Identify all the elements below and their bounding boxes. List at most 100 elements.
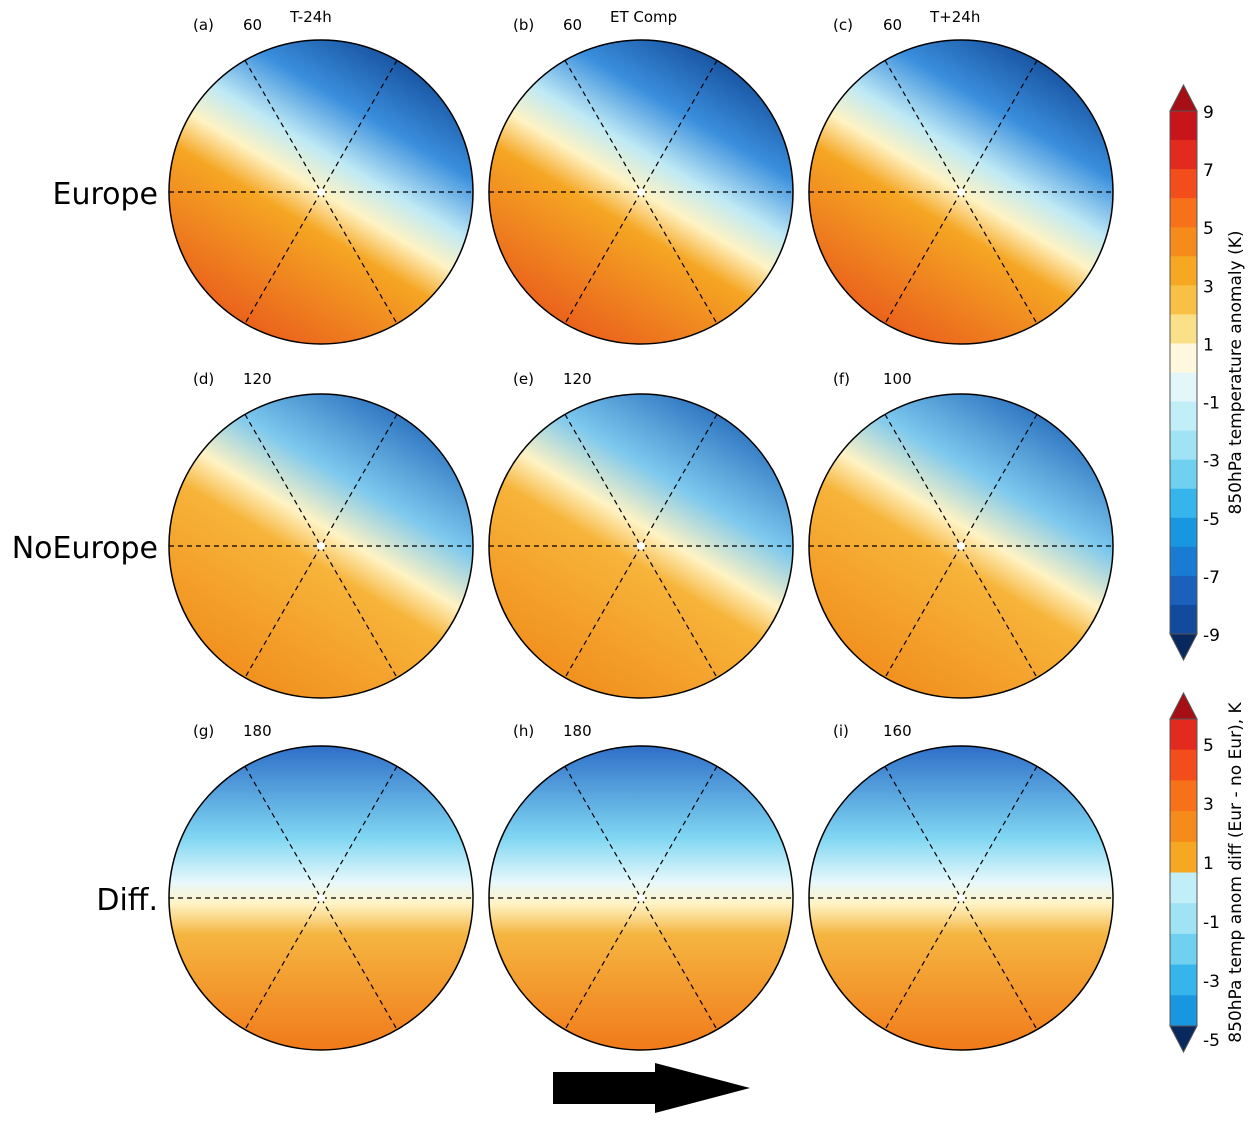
dashed-line (884, 414, 1038, 678)
map-panel (168, 745, 474, 1051)
panel-count: 180 (243, 722, 272, 740)
dashed-line (564, 414, 718, 678)
panel-count: 160 (883, 722, 912, 740)
colorbar-band (1170, 841, 1197, 873)
panel-count: 60 (563, 16, 582, 34)
colorbar-tick-label: 9 (1203, 103, 1214, 123)
row-label: Europe (53, 177, 159, 212)
colorbar-tick-label: 3 (1203, 795, 1214, 815)
map-panel (808, 745, 1114, 1051)
dashed-line (244, 414, 398, 678)
panel-label: (i) (833, 722, 849, 740)
panel-label: (b) (513, 16, 534, 34)
colorbar-arrow (1169, 691, 1198, 720)
map-panel (168, 393, 474, 699)
dashed-line (884, 60, 1038, 324)
colorbar-band (1170, 604, 1197, 635)
colorbar-tick-label: 5 (1203, 736, 1214, 756)
center-dot (317, 542, 325, 550)
colorbar-tick-label: -7 (1203, 568, 1220, 588)
colorbar-band (1170, 872, 1197, 904)
row-label: Diff. (96, 883, 158, 918)
panel-count: 180 (563, 722, 592, 740)
center-dot (317, 188, 325, 196)
colorbar-band (1170, 343, 1197, 373)
colorbar-arrow (1169, 83, 1198, 112)
panel-label: (h) (513, 722, 534, 740)
map-panel (808, 393, 1114, 699)
map-panel (488, 393, 794, 699)
colorbar-band (1170, 719, 1197, 751)
center-dot (637, 894, 645, 902)
colorbar-band (1170, 488, 1197, 519)
colorbar-tick-label: 5 (1203, 219, 1214, 239)
colorbar-band (1170, 198, 1197, 228)
center-dot (957, 188, 965, 196)
panel-count: 60 (243, 16, 262, 34)
center-dot (957, 542, 965, 550)
dashed-line (884, 766, 1038, 1030)
dashed-line (564, 766, 718, 1030)
colorbar-band (1170, 256, 1197, 286)
dashed-line (884, 60, 1038, 324)
center-dot (637, 188, 645, 196)
colorbar-title: 850hPa temp anom diff (Eur - no Eur), K (1226, 701, 1246, 1042)
dashed-line (564, 60, 718, 324)
colorbar-tick-label: 3 (1203, 277, 1214, 297)
colorbar-tick-label: 1 (1203, 335, 1214, 355)
colorbar-band (1170, 933, 1197, 966)
panel-count: 120 (243, 370, 272, 388)
dashed-line (244, 60, 398, 324)
dashed-line (564, 766, 718, 1030)
panel-label: (e) (513, 370, 534, 388)
colorbar-band (1170, 575, 1197, 606)
dashed-line (884, 414, 1038, 678)
colorbar-tick-label: -9 (1203, 626, 1220, 646)
colorbar-frame (1169, 110, 1198, 635)
panel-label: (f) (833, 370, 850, 388)
colorbar-band (1170, 995, 1197, 1027)
colorbar-band (1170, 314, 1197, 344)
panel-label: (d) (193, 370, 214, 388)
row-label: NoEurope (12, 531, 158, 566)
colorbar-band (1170, 401, 1197, 432)
colorbar-band (1170, 903, 1197, 935)
panel-count: 120 (563, 370, 592, 388)
colorbar-title: 850hPa temperature anomaly (K) (1226, 231, 1246, 515)
dashed-line (884, 766, 1038, 1030)
colorbar-arrow (1169, 633, 1198, 662)
colorbar-band (1170, 285, 1197, 315)
panel-title: ET Comp (610, 8, 677, 26)
colorbar-band (1170, 459, 1197, 490)
panel-title: T+24h (929, 8, 980, 26)
colorbar-tick-label: -3 (1203, 452, 1220, 472)
colorbar-band (1170, 780, 1197, 812)
colorbar-band (1170, 430, 1197, 461)
dashed-line (244, 414, 398, 678)
colorbar-tick-label: -1 (1203, 913, 1220, 933)
colorbar-tick-label: -5 (1203, 1031, 1220, 1051)
panel-label: (a) (193, 16, 214, 34)
center-dot (637, 542, 645, 550)
colorbar-band (1170, 372, 1197, 403)
colorbar-band (1170, 111, 1197, 141)
colorbar-band (1170, 811, 1197, 843)
dashed-line (564, 414, 718, 678)
map-panel (808, 39, 1114, 345)
colorbar-arrow (1169, 1025, 1198, 1054)
colorbar-band (1170, 169, 1197, 199)
dashed-line (564, 60, 718, 324)
colorbar-band (1170, 227, 1197, 257)
map-panel (488, 39, 794, 345)
colorbar-band (1170, 517, 1197, 548)
map-panel (168, 39, 474, 345)
colorbar-band (1170, 749, 1197, 781)
panel-count: 100 (883, 370, 912, 388)
colorbar-band (1170, 964, 1197, 996)
dashed-line (244, 766, 398, 1030)
dashed-line (244, 60, 398, 324)
colorbar-tick-label: -1 (1203, 394, 1220, 414)
colorbar-tick-label: -5 (1203, 510, 1220, 530)
center-dot (957, 894, 965, 902)
